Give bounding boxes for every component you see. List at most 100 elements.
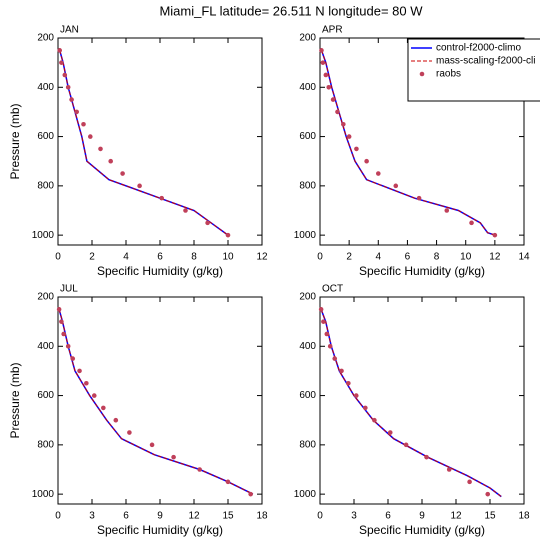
y-tick-label: 200 [37, 292, 54, 303]
raob-point [319, 48, 324, 53]
legend-marker [419, 71, 425, 77]
raob-point [205, 220, 210, 226]
y-tick-label: 1000 [294, 230, 317, 241]
x-tick-label: 8 [191, 252, 197, 263]
y-tick-label: 200 [299, 33, 316, 44]
y-tick-label: 1000 [32, 230, 55, 241]
profile-line [58, 309, 254, 495]
x-tick-label: 6 [157, 252, 163, 263]
raob-point [341, 121, 346, 127]
raob-point [332, 356, 338, 361]
profile-line [320, 309, 502, 497]
legend-label: control-f2000-climo [436, 43, 521, 54]
plot-frame [57, 296, 263, 505]
raob-point [149, 442, 155, 448]
x-tick-label: 0 [317, 511, 323, 522]
x-axis-label: Specific Humidity (g/kg) [97, 523, 223, 537]
x-tick-label: 12 [256, 252, 268, 263]
raob-point [98, 146, 103, 152]
y-tick-label: 600 [37, 131, 54, 142]
y-tick-label: 600 [37, 390, 54, 401]
raob-point [171, 454, 176, 460]
raob-point [248, 491, 253, 497]
x-tick-label: 10 [460, 252, 472, 263]
x-axis-label: Specific Humidity (g/kg) [359, 523, 485, 537]
raob-point [65, 343, 71, 349]
x-tick-label: 4 [123, 252, 129, 263]
raob-point [159, 195, 164, 201]
x-tick-label: 2 [346, 252, 352, 263]
y-tick-label: 800 [37, 439, 54, 450]
raob-point [372, 417, 377, 423]
raob-point [127, 430, 132, 435]
figure-title: Miami_FL latitude= 26.511 N longitude= 8… [159, 3, 423, 18]
raob-point [225, 479, 231, 485]
x-tick-label: 3 [351, 511, 357, 522]
raob-point [327, 343, 333, 349]
raob-point [113, 417, 119, 423]
raob-point [120, 171, 125, 176]
x-tick-label: 9 [419, 511, 425, 522]
x-axis-label: Specific Humidity (g/kg) [359, 264, 485, 278]
raob-point [321, 319, 326, 324]
profile-line [58, 50, 229, 236]
raob-point [88, 134, 93, 139]
raob-point [81, 121, 86, 127]
raob-point [424, 454, 429, 460]
x-tick-label: 12 [450, 511, 462, 522]
x-tick-label: 6 [385, 511, 391, 522]
x-tick-label: 14 [518, 252, 530, 263]
x-tick-label: 18 [518, 511, 530, 522]
x-tick-label: 9 [157, 511, 163, 522]
plot-frame [319, 296, 525, 505]
y-tick-label: 400 [299, 82, 316, 93]
profile-line [59, 50, 229, 236]
raob-point [323, 72, 329, 78]
raob-point [485, 491, 491, 497]
y-tick-label: 600 [299, 390, 316, 401]
raob-point [416, 195, 422, 201]
x-tick-label: 12 [188, 511, 200, 522]
raob-point [346, 380, 351, 386]
raob-point [108, 158, 113, 164]
raob-point [469, 220, 474, 226]
raob-point [101, 405, 106, 411]
raob-point [318, 307, 324, 312]
raob-point [364, 158, 369, 164]
raob-point [324, 331, 330, 337]
raob-point [77, 368, 82, 374]
legend-label: raobs [436, 69, 461, 80]
y-tick-label: 800 [299, 180, 316, 191]
y-tick-label: 1000 [32, 489, 55, 500]
profile-line [320, 309, 502, 498]
y-axis-label: Pressure (mb) [8, 103, 22, 179]
x-tick-label: 8 [434, 252, 440, 263]
y-tick-label: 800 [299, 439, 316, 450]
legend-box [407, 38, 540, 102]
raob-point [330, 97, 336, 102]
plot-frame [57, 37, 263, 246]
y-tick-label: 400 [37, 341, 54, 352]
y-tick-label: 200 [37, 33, 54, 44]
y-tick-label: 1000 [294, 489, 317, 500]
raob-point [74, 109, 79, 115]
x-tick-label: 12 [489, 252, 501, 263]
y-tick-label: 200 [299, 292, 316, 303]
raob-point [62, 72, 68, 78]
panel-title: OCT [322, 284, 343, 295]
raob-point [363, 405, 368, 411]
y-tick-label: 400 [299, 341, 316, 352]
x-tick-label: 2 [89, 252, 95, 263]
raob-point [387, 430, 393, 435]
raob-point [59, 60, 64, 65]
raob-point [84, 380, 89, 386]
raob-point [197, 467, 202, 472]
raob-point [354, 146, 359, 152]
x-tick-label: 0 [317, 252, 323, 263]
raob-point [65, 84, 71, 90]
x-tick-label: 15 [484, 511, 496, 522]
raob-point [183, 208, 188, 213]
panel-title: APR [322, 25, 343, 36]
raob-point [335, 109, 340, 115]
